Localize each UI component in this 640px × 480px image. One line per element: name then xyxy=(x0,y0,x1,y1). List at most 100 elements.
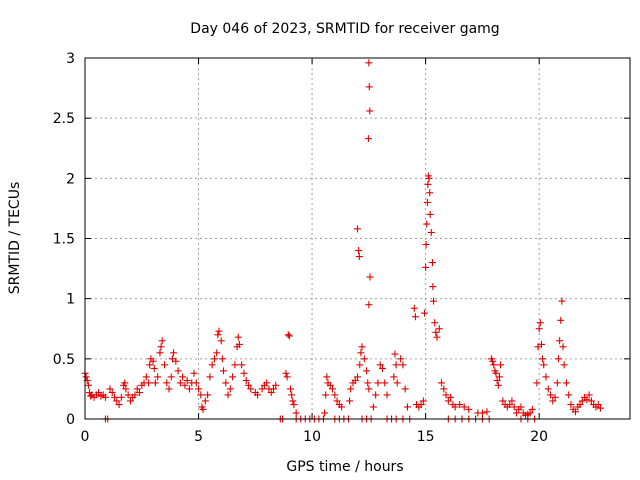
data-point xyxy=(240,369,248,377)
data-point xyxy=(393,379,401,387)
data-point xyxy=(170,349,178,357)
data-point xyxy=(351,376,359,384)
data-point xyxy=(432,328,440,336)
data-point xyxy=(420,309,428,317)
data-point xyxy=(210,355,218,363)
data-point xyxy=(401,385,409,393)
data-point xyxy=(346,397,354,405)
data-point xyxy=(151,379,159,387)
data-point xyxy=(431,319,439,327)
data-point xyxy=(378,364,386,372)
data-point xyxy=(560,361,568,369)
data-point xyxy=(154,373,162,381)
data-point xyxy=(369,403,377,411)
data-point xyxy=(399,361,407,369)
data-point xyxy=(497,361,505,369)
data-point xyxy=(510,403,518,411)
data-point xyxy=(195,385,203,393)
data-point xyxy=(292,409,300,417)
data-point xyxy=(390,373,398,381)
data-point xyxy=(95,389,103,397)
data-point xyxy=(422,241,430,249)
data-point xyxy=(427,228,435,236)
data-point xyxy=(442,391,450,399)
data-point xyxy=(356,361,364,369)
data-point xyxy=(444,397,452,405)
data-point xyxy=(183,376,191,384)
data-point xyxy=(146,361,154,369)
data-point xyxy=(179,373,187,381)
x-tick-label: 20 xyxy=(530,429,548,445)
data-points xyxy=(81,59,604,423)
data-point xyxy=(150,364,158,372)
data-point xyxy=(425,174,433,182)
data-point xyxy=(363,367,371,375)
data-point xyxy=(567,401,575,409)
data-point xyxy=(204,391,212,399)
data-point xyxy=(133,385,141,393)
data-point xyxy=(111,393,119,401)
data-point xyxy=(247,385,255,393)
y-tick-label: 0 xyxy=(66,412,75,428)
data-point xyxy=(397,355,405,363)
data-point xyxy=(245,381,252,389)
data-point xyxy=(329,385,337,393)
data-point xyxy=(451,403,459,411)
data-point xyxy=(224,391,232,399)
data-point xyxy=(174,367,182,375)
data-point xyxy=(157,343,165,351)
data-point xyxy=(272,381,280,389)
data-point xyxy=(493,376,501,384)
data-point xyxy=(364,379,372,387)
data-point xyxy=(578,397,586,405)
data-point xyxy=(533,379,541,387)
data-point xyxy=(438,379,446,387)
data-point xyxy=(231,361,239,369)
data-point xyxy=(539,355,547,363)
data-point xyxy=(163,379,171,387)
data-point xyxy=(494,381,502,389)
data-point xyxy=(158,337,166,345)
data-point xyxy=(526,409,534,417)
data-point xyxy=(492,369,500,377)
data-point xyxy=(126,397,134,405)
data-point xyxy=(535,325,543,333)
data-point xyxy=(283,373,291,381)
data-point xyxy=(172,357,180,365)
data-point xyxy=(433,333,441,341)
data-point xyxy=(206,373,214,381)
data-point xyxy=(117,393,125,401)
data-point xyxy=(417,401,425,409)
data-point xyxy=(357,349,365,357)
y-tick-label: 1.5 xyxy=(53,232,75,248)
data-point xyxy=(422,263,430,271)
data-point xyxy=(430,297,438,305)
data-point xyxy=(122,385,130,393)
data-point xyxy=(551,393,559,401)
data-point xyxy=(594,401,602,409)
data-point xyxy=(403,403,411,411)
data-point xyxy=(429,283,437,291)
data-point xyxy=(354,373,361,381)
data-point xyxy=(284,331,292,339)
data-point xyxy=(489,357,497,365)
data-point xyxy=(282,369,290,377)
data-point xyxy=(258,385,266,393)
data-point xyxy=(113,397,121,405)
data-point xyxy=(149,357,157,365)
data-point xyxy=(559,343,567,351)
data-point xyxy=(423,198,431,206)
data-point xyxy=(553,379,561,387)
data-point xyxy=(267,389,275,397)
data-point xyxy=(355,247,363,255)
data-point xyxy=(87,392,95,400)
data-point xyxy=(201,397,209,405)
data-point xyxy=(347,385,355,393)
data-point xyxy=(528,405,536,413)
data-point xyxy=(447,393,455,401)
data-point xyxy=(478,409,486,417)
data-point xyxy=(410,304,418,312)
data-point xyxy=(235,340,243,348)
data-point xyxy=(423,220,431,228)
axis-ticks: 0 5 10 15 20 0 0.5 1 1.5 2 2.5 3 xyxy=(53,51,630,445)
